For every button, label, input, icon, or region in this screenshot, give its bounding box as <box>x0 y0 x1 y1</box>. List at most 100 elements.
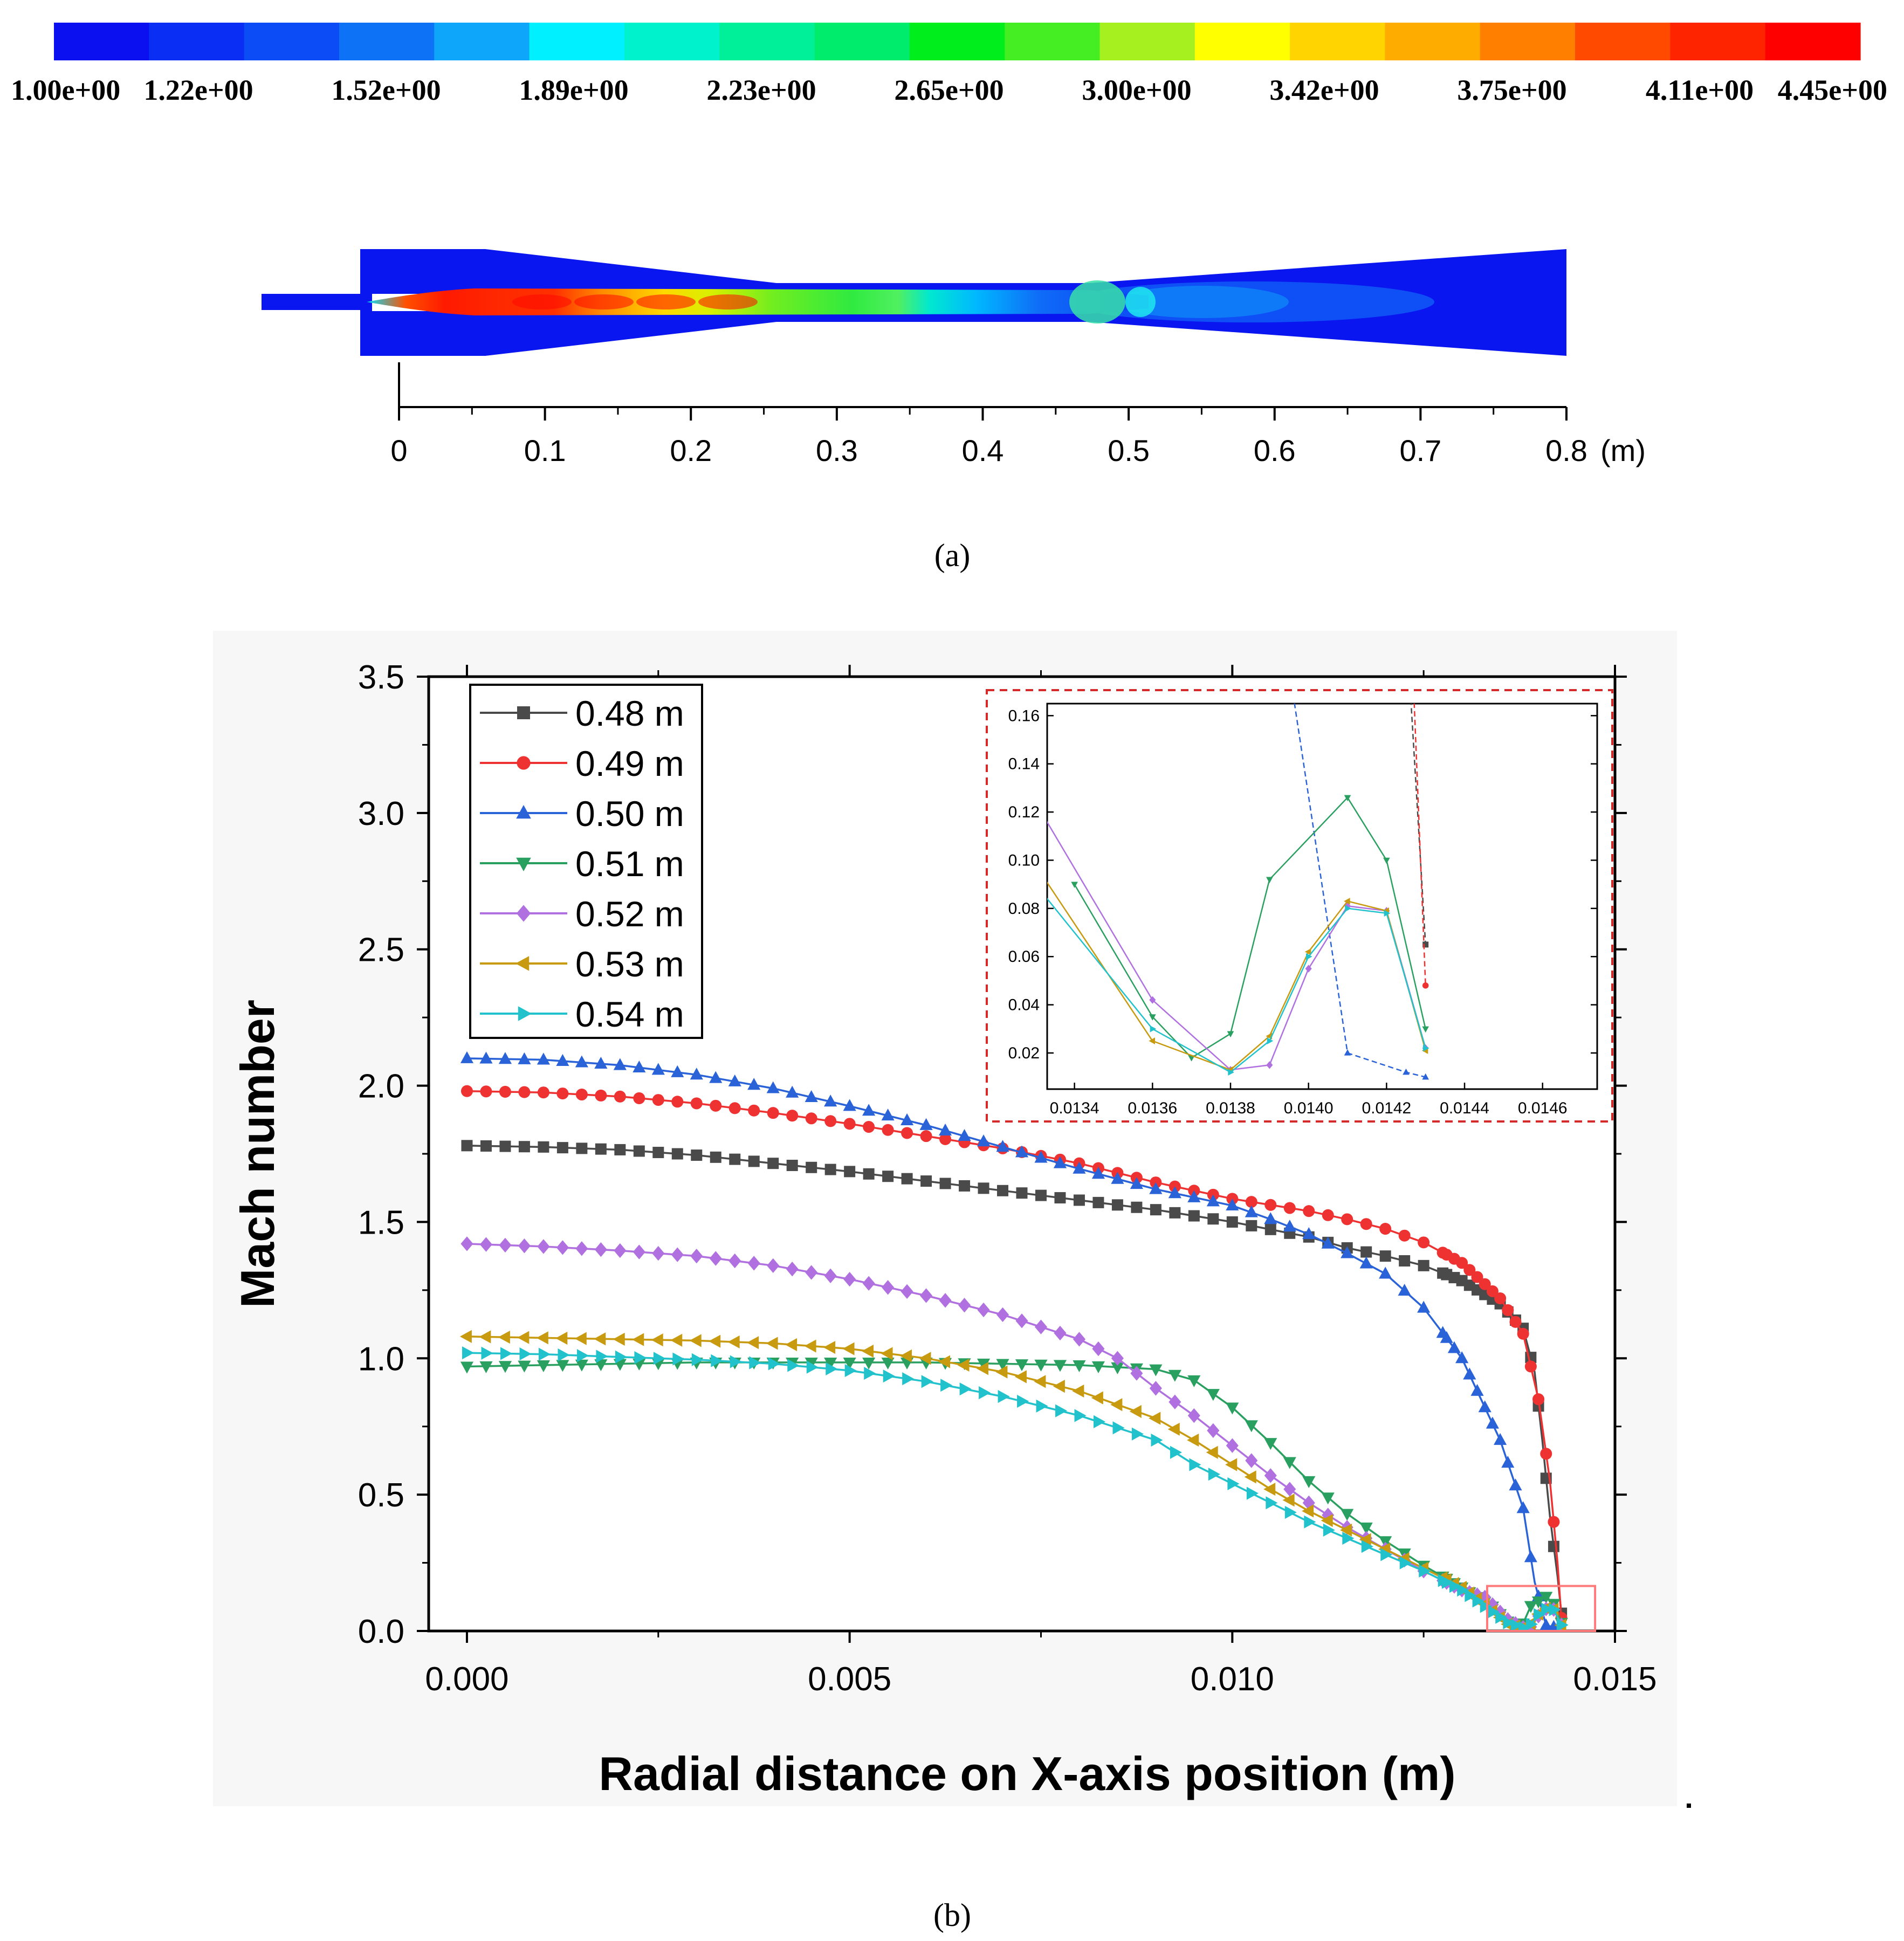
colorbar-swatch <box>1385 23 1481 60</box>
series-marker <box>901 1127 913 1139</box>
series-marker <box>1111 1199 1123 1211</box>
series-marker <box>786 1110 799 1122</box>
series-marker <box>519 1347 532 1361</box>
series-marker <box>1342 1531 1355 1545</box>
series-marker <box>1111 1362 1124 1374</box>
legend-label: 0.48 m <box>575 693 684 733</box>
hot-spot <box>512 294 572 309</box>
series-marker <box>1187 1190 1201 1202</box>
series-marker <box>1245 1420 1258 1433</box>
series-marker <box>824 1115 837 1127</box>
series-marker <box>1501 1456 1515 1468</box>
series-marker <box>460 1085 473 1097</box>
series-marker <box>881 1357 895 1369</box>
series-marker <box>671 1065 684 1077</box>
series-marker <box>518 1360 531 1373</box>
inset-y-tick-label: 0.10 <box>1008 851 1040 869</box>
series-marker <box>538 1141 549 1153</box>
series-marker <box>1111 1351 1124 1366</box>
series-marker <box>957 1358 970 1372</box>
series-marker <box>1036 1399 1048 1413</box>
series-marker <box>899 1349 912 1362</box>
series-marker <box>843 1118 856 1130</box>
y-tick-label: 3.5 <box>358 659 404 696</box>
nozzle-contour <box>262 249 1566 356</box>
series-marker <box>1034 1375 1046 1388</box>
y-tick-label: 0.0 <box>358 1613 404 1650</box>
series-marker <box>537 1360 550 1373</box>
series-marker <box>1207 1423 1220 1438</box>
series-marker <box>1264 1199 1277 1211</box>
series-marker <box>1284 1505 1297 1519</box>
series-marker <box>1150 1204 1161 1216</box>
colorbar-swatch <box>1575 23 1671 60</box>
axis-tick-label: 0 <box>390 433 407 467</box>
series-marker <box>1486 1597 1499 1612</box>
inset-x-tick-label: 0.0134 <box>1050 1099 1099 1117</box>
series-marker <box>842 1342 855 1355</box>
series-marker <box>1418 1259 1429 1271</box>
series-marker <box>575 1241 588 1256</box>
series-marker <box>1548 1540 1559 1552</box>
series-marker <box>1502 1304 1514 1316</box>
series-marker <box>958 1129 971 1141</box>
inset-series-marker <box>1422 982 1429 989</box>
inset-x-tick-label: 0.0146 <box>1518 1099 1568 1117</box>
series-marker <box>883 1369 895 1383</box>
colorbar-swatch <box>909 23 1005 60</box>
series-marker <box>1112 1421 1125 1435</box>
inset-series-marker <box>1384 910 1391 917</box>
series-marker <box>1014 1370 1027 1384</box>
series-marker <box>575 1088 588 1101</box>
colorbar-tick-label: 2.23e+00 <box>706 74 816 106</box>
inset-series-marker <box>1344 1049 1351 1056</box>
series-marker <box>995 1365 1008 1379</box>
series-marker <box>575 1055 588 1068</box>
series-marker <box>996 1307 1009 1323</box>
legend-label: 0.49 m <box>575 744 684 783</box>
inset-series-marker <box>1267 1037 1274 1044</box>
series-marker <box>690 1068 703 1080</box>
inset-y-tick-label: 0.16 <box>1008 707 1040 725</box>
inset-x-tick-label: 0.0144 <box>1440 1099 1489 1117</box>
inset-series-line <box>1047 898 1426 1073</box>
colorbar-tick-label: 4.45e+00 <box>1778 74 1887 106</box>
series-marker <box>785 1338 798 1352</box>
colorbar-swatch <box>1765 23 1861 60</box>
series-marker <box>1321 1492 1335 1505</box>
series-marker <box>1130 1366 1143 1381</box>
series-marker <box>1456 1257 1468 1269</box>
legend-label: 0.50 m <box>575 794 684 834</box>
colorbar-tick-label: 3.75e+00 <box>1457 74 1566 106</box>
series-marker <box>749 1356 761 1369</box>
series-marker <box>806 1161 817 1173</box>
series-marker <box>1092 1341 1105 1357</box>
series-marker <box>1091 1361 1105 1373</box>
series-marker <box>537 1086 549 1099</box>
series-marker <box>1188 1210 1200 1222</box>
series-marker <box>1486 1285 1499 1297</box>
inset-series-marker <box>1422 941 1429 948</box>
series-marker <box>1479 1589 1491 1605</box>
series-marker <box>690 1248 703 1264</box>
panel-label-a: (a) <box>934 538 971 573</box>
inset-x-tick-label: 0.0136 <box>1128 1099 1177 1117</box>
series-marker <box>1495 1610 1508 1624</box>
series-marker <box>1053 1156 1067 1168</box>
series-marker <box>460 1051 474 1063</box>
series-marker <box>651 1063 665 1075</box>
series-marker <box>634 1351 647 1365</box>
series-marker <box>632 1333 644 1346</box>
series-marker <box>594 1242 607 1257</box>
y-tick-label: 1.0 <box>358 1340 404 1378</box>
series-marker <box>1168 1394 1181 1409</box>
series-marker <box>1321 1236 1335 1249</box>
series-marker <box>518 1238 531 1254</box>
series-marker <box>1091 1391 1103 1405</box>
series-marker <box>747 1256 760 1271</box>
series-marker <box>536 1331 548 1345</box>
colorbar-tick-label: 3.00e+00 <box>1082 74 1191 106</box>
series-marker <box>690 1097 703 1110</box>
legend: 0.48 m 0.49 m 0.50 m 0.51 m 0.52 m 0.53 m 0.54… <box>469 684 703 1039</box>
x-tick-label: 0.015 <box>1573 1661 1656 1698</box>
